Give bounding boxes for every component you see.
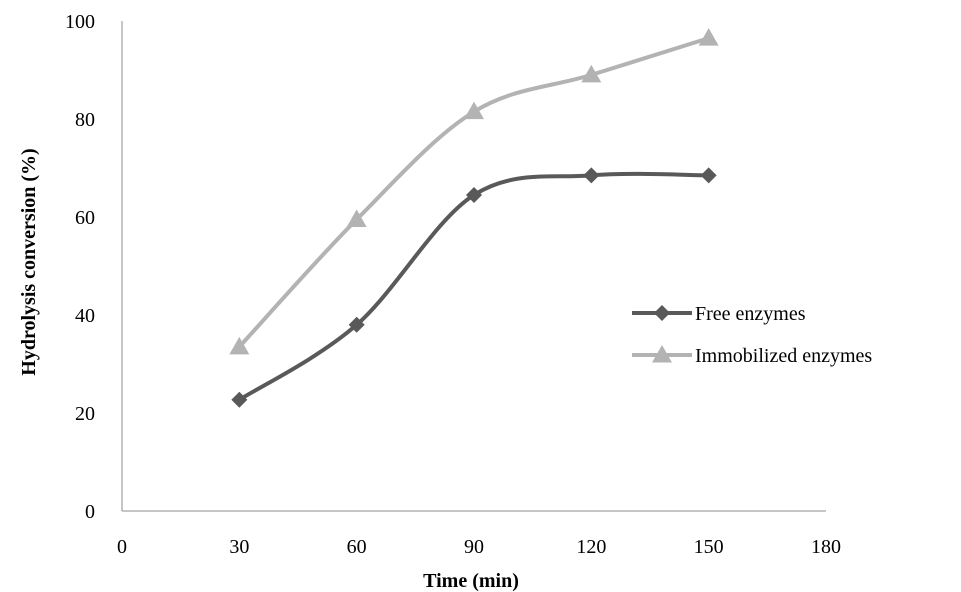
legend-label: Immobilized enzymes	[695, 345, 872, 367]
x-tick-label: 180	[811, 536, 841, 558]
legend-item-free-enzymes: Free enzymes	[632, 303, 806, 325]
axes	[121, 21, 826, 512]
y-tick-label: 20	[75, 403, 95, 425]
x-axis-title: Time (min)	[423, 570, 519, 592]
y-tick-labels: 0 20 40 60 80 100	[65, 11, 95, 523]
data-point-immobilized-enzymes	[464, 101, 484, 120]
x-tick-labels: 0 30 60 90 120 150 180	[117, 536, 841, 558]
legend-item-immobilized-enzymes: Immobilized enzymes	[632, 345, 872, 367]
data-point-free-enzymes	[700, 167, 717, 184]
data-point-free-enzymes	[466, 186, 482, 203]
data-point-free-enzymes	[583, 167, 600, 184]
data-point-immobilized-enzymes	[229, 336, 250, 355]
y-tick-label: 60	[75, 207, 95, 229]
y-tick-label: 80	[75, 109, 95, 131]
data-point-free-enzymes	[348, 316, 365, 333]
x-tick-label: 60	[347, 536, 367, 558]
series-line-free-enzymes	[238, 171, 709, 402]
x-tick-label: 150	[694, 536, 724, 558]
series-free-enzymes	[231, 167, 717, 408]
series-immobilized-enzymes	[229, 28, 719, 355]
data-point-immobilized-enzymes	[581, 64, 602, 83]
y-tick-label: 0	[85, 501, 95, 523]
x-tick-label: 120	[576, 536, 606, 558]
legend-marker	[652, 345, 672, 363]
y-tick-label: 100	[65, 11, 95, 33]
x-tick-label: 0	[117, 536, 127, 558]
data-point-immobilized-enzymes	[698, 28, 719, 46]
y-tick-label: 40	[75, 305, 95, 327]
y-axis-title: Hydrolysis conversion (%)	[18, 148, 40, 375]
data-point-free-enzymes	[231, 391, 248, 408]
legend: Free enzymes Immobilized enzymes	[632, 303, 872, 367]
x-tick-label: 30	[229, 536, 249, 558]
data-point-immobilized-enzymes	[346, 209, 367, 227]
legend-marker	[654, 305, 670, 321]
legend-label: Free enzymes	[695, 303, 806, 325]
x-tick-label: 90	[464, 536, 484, 558]
series-layer	[229, 28, 719, 408]
